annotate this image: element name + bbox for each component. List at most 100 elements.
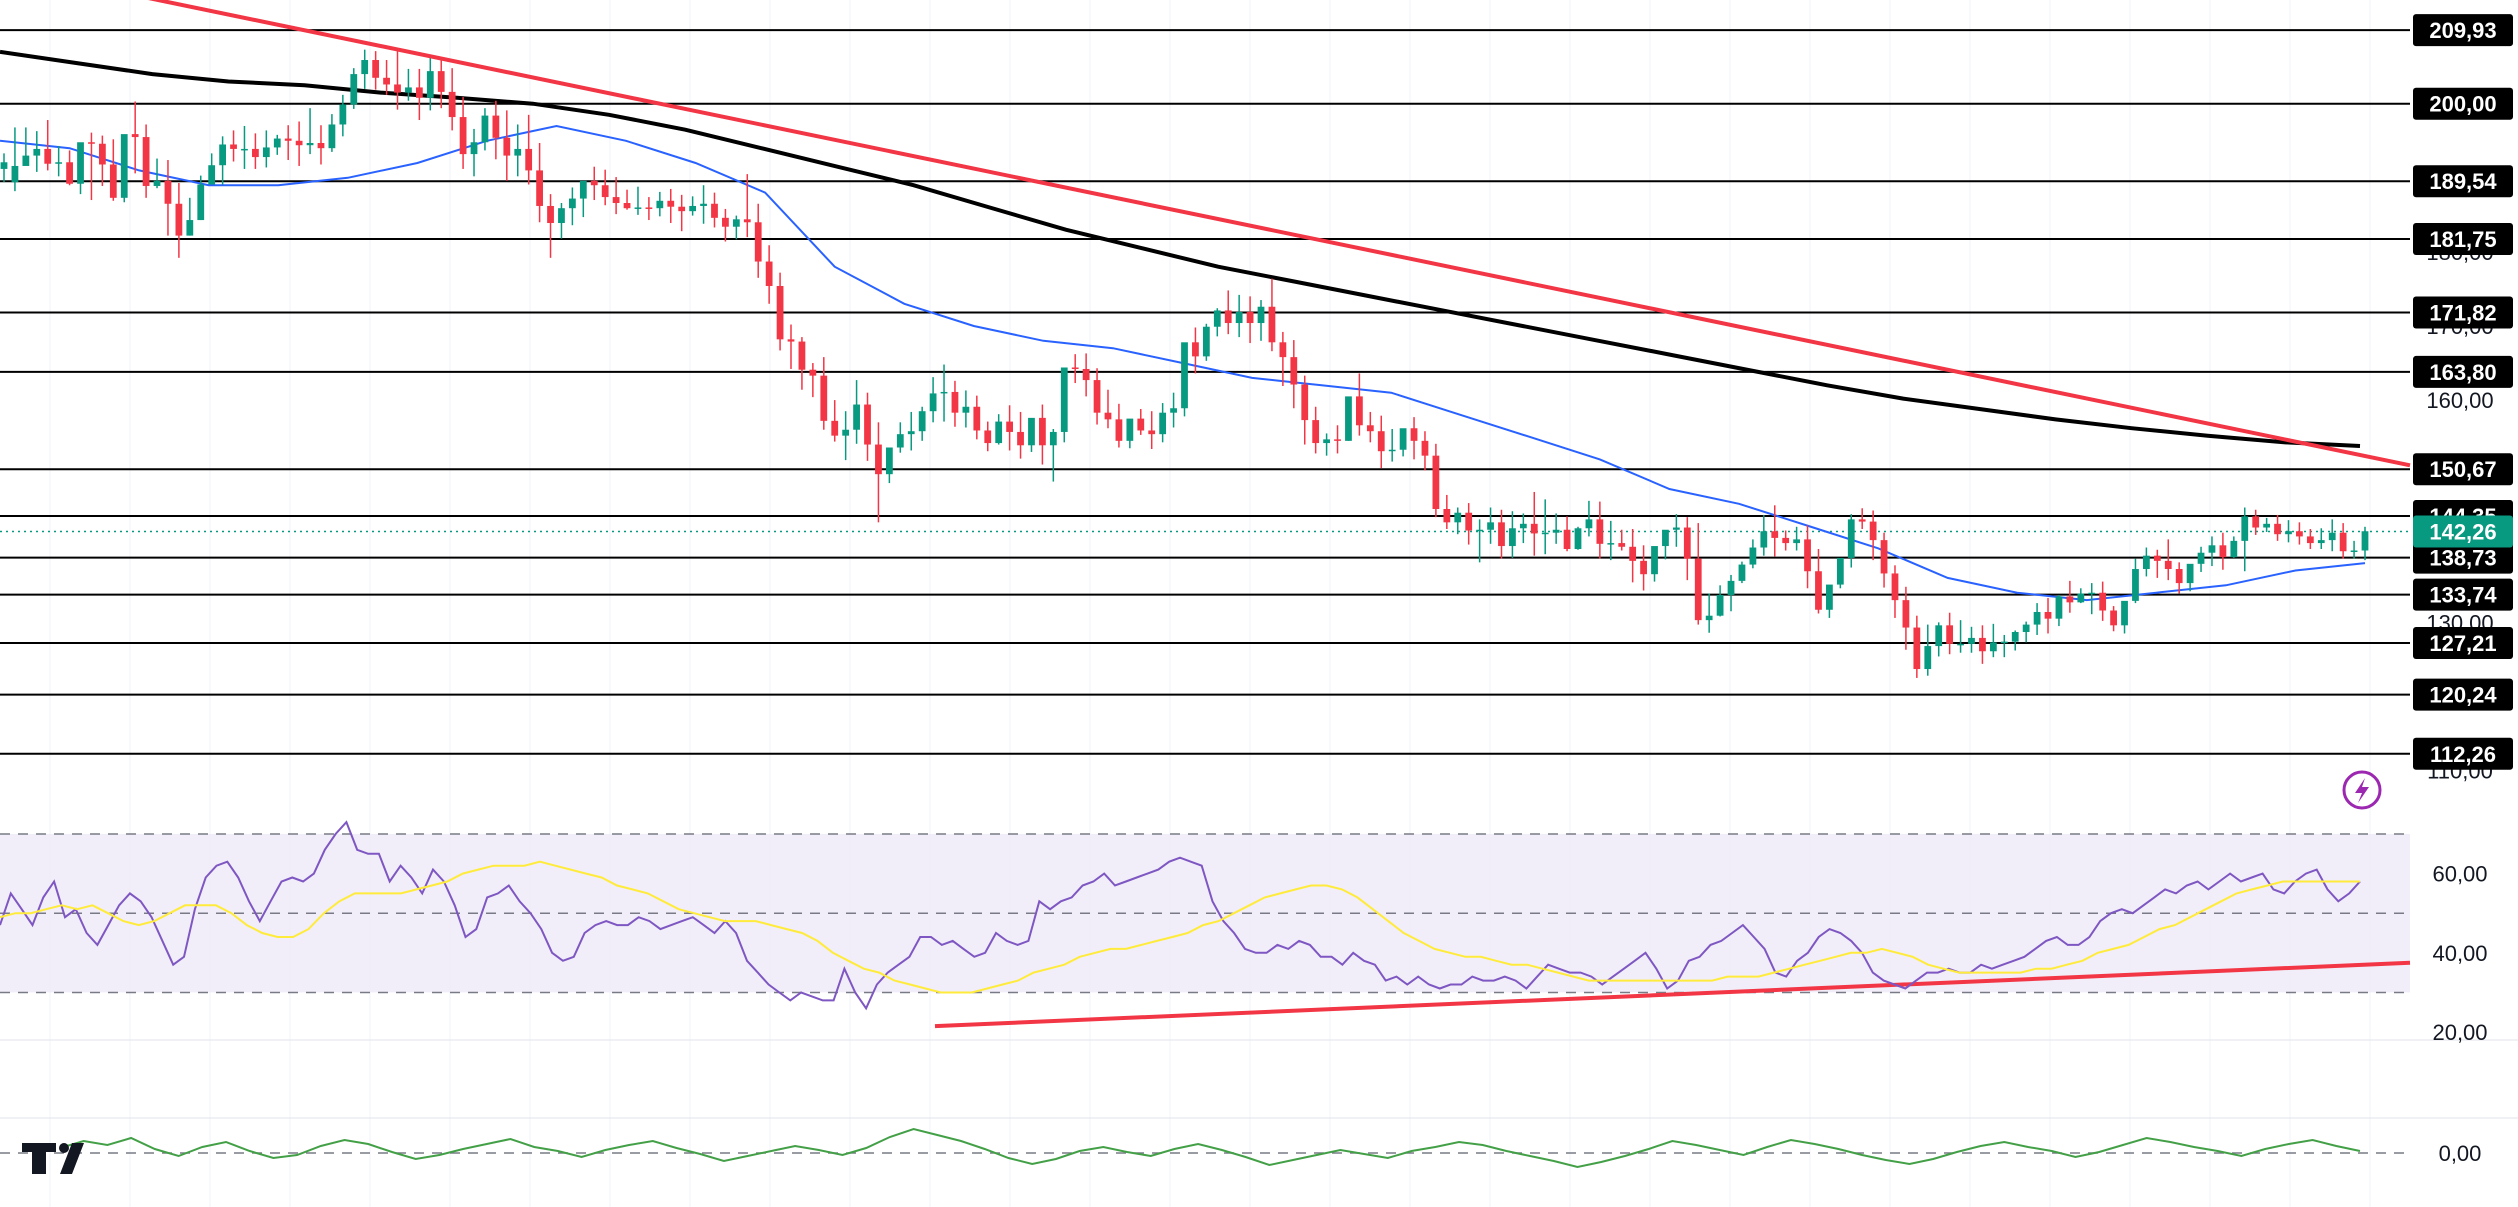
current-price-label[interactable]: 142,26	[2413, 515, 2513, 548]
level-label-text: 189,54	[2429, 169, 2497, 194]
candle-body	[1366, 425, 1374, 432]
candle	[1782, 530, 1790, 551]
candle-body	[885, 447, 893, 475]
candle-body	[219, 144, 226, 166]
candle	[1629, 529, 1637, 583]
candle	[448, 68, 456, 131]
candle	[896, 422, 904, 453]
candle	[667, 188, 675, 224]
level-label-text: 120,24	[2429, 683, 2497, 708]
candle	[2219, 532, 2227, 570]
candle-body	[2164, 560, 2172, 570]
candle	[1126, 418, 1134, 449]
level-label[interactable]: 171,82	[2413, 296, 2513, 329]
candle	[820, 357, 828, 430]
candle-body	[1771, 531, 1779, 538]
candle	[754, 203, 762, 278]
price-axis[interactable]: 110,00130,00160,00170,00180,00209,93200,…	[2413, 14, 2513, 1166]
candle-body	[743, 219, 751, 223]
candle-body	[1782, 537, 1790, 544]
candle-body	[252, 148, 259, 158]
candle	[2252, 509, 2260, 535]
candle	[995, 414, 1003, 445]
tradingview-logo[interactable]	[22, 1143, 84, 1174]
candle-body	[197, 184, 205, 221]
candle-body	[1509, 528, 1516, 547]
candle	[612, 177, 620, 215]
candle	[2121, 600, 2128, 634]
candle-body	[601, 185, 609, 198]
lightning-icon[interactable]	[2342, 770, 2382, 810]
candle-body	[722, 217, 729, 227]
candle	[973, 395, 981, 440]
candle	[262, 130, 270, 168]
level-label[interactable]: 200,00	[2413, 87, 2513, 120]
level-label[interactable]: 112,26	[2413, 737, 2513, 770]
level-label-bg	[2413, 87, 2513, 120]
candle-body	[514, 148, 522, 156]
candle	[470, 128, 478, 177]
candle-body	[1235, 311, 1243, 324]
candle	[1738, 561, 1746, 584]
candle	[569, 187, 576, 226]
candle	[831, 400, 839, 442]
level-label[interactable]: 150,67	[2413, 453, 2513, 486]
candle-body	[1924, 646, 1932, 670]
candle-body	[2186, 563, 2194, 584]
candle	[1596, 501, 1604, 559]
candle	[11, 127, 19, 192]
candle-body	[1826, 584, 1833, 610]
candle-body	[1137, 418, 1145, 431]
candle	[1082, 353, 1090, 397]
current-price-text: 142,26	[2429, 520, 2496, 545]
candle-body	[809, 369, 817, 376]
candle	[2241, 507, 2249, 572]
rsi-tick-label: 60,00	[2432, 862, 2487, 887]
candle	[645, 197, 653, 221]
candle-body	[328, 124, 336, 149]
trendlines	[140, 0, 2411, 1029]
level-label[interactable]: 138,73	[2413, 541, 2513, 574]
candle-body	[1946, 625, 1954, 644]
candle	[918, 406, 926, 441]
candle	[962, 390, 970, 428]
level-label-text: 112,26	[2430, 742, 2496, 767]
candle	[1563, 516, 1571, 552]
candle	[175, 183, 183, 258]
candle	[1498, 509, 1505, 559]
candle	[798, 337, 806, 390]
candle	[1574, 526, 1582, 550]
candle-body	[1902, 600, 1910, 628]
level-label[interactable]: 181,75	[2413, 222, 2513, 255]
candle	[1006, 405, 1013, 451]
candle-body	[1170, 408, 1177, 413]
candle	[2361, 526, 2369, 561]
level-label[interactable]: 163,80	[2413, 355, 2513, 388]
candle	[1519, 513, 1527, 544]
level-label[interactable]: 133,74	[2413, 578, 2513, 611]
candle	[1421, 431, 1429, 471]
level-label[interactable]: 209,93	[2413, 14, 2513, 47]
candle-body	[2132, 569, 2139, 601]
level-label-text: 163,80	[2429, 360, 2496, 385]
candle-body	[437, 71, 445, 92]
rsi-trendline[interactable]	[934, 960, 2411, 1029]
candle-body	[940, 391, 948, 394]
candle-body	[295, 140, 303, 146]
level-label[interactable]: 127,21	[2413, 627, 2513, 660]
candle-body	[1585, 519, 1593, 529]
candle	[809, 363, 817, 398]
price-trendline[interactable]	[140, 0, 2411, 468]
candle	[2274, 514, 2281, 541]
level-label-bg	[2413, 678, 2513, 711]
candle	[2208, 536, 2216, 567]
candle	[120, 134, 128, 203]
ma-long-line	[0, 49, 2361, 448]
candle	[2110, 606, 2117, 632]
candle	[1301, 375, 1309, 445]
level-label-bg	[2413, 541, 2513, 574]
candle-body	[2055, 596, 2063, 619]
level-label[interactable]: 189,54	[2413, 165, 2513, 198]
level-label[interactable]: 120,24	[2413, 678, 2513, 711]
